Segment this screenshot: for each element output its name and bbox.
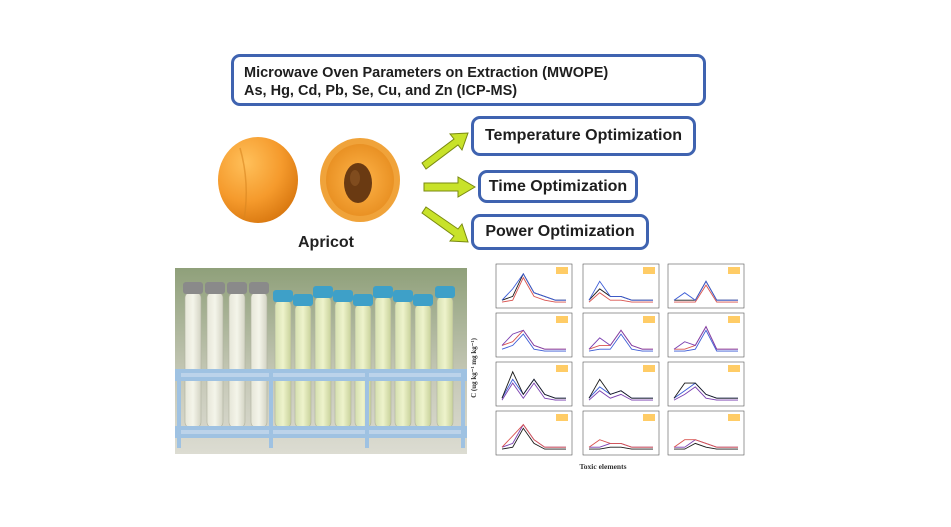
test-tube	[250, 291, 268, 429]
power-optimization-box: Power Optimization	[471, 214, 649, 250]
tube-cap	[435, 286, 455, 298]
test-tube	[414, 303, 432, 429]
arrow-to-time	[423, 176, 476, 198]
time-optimization-box: Time Optimization	[478, 170, 638, 203]
test-tubes-photo	[175, 268, 467, 454]
tube-cap	[249, 282, 269, 294]
y-axis-label: C (ug kg⁻¹ mg kg⁻¹)	[470, 337, 478, 397]
mini-plot	[495, 410, 573, 456]
chart-grid: C (ug kg⁻¹ mg kg⁻¹) Toxic elements	[468, 258, 758, 473]
test-tube	[436, 295, 454, 429]
arrow-to-power	[421, 206, 469, 243]
tube-cap	[205, 282, 225, 294]
tube-cap	[313, 286, 333, 298]
tube-rack	[175, 369, 467, 448]
halved-apricot	[320, 138, 400, 222]
x-axis-label: Toxic elements	[579, 462, 626, 471]
test-tube	[274, 299, 292, 429]
test-tube	[394, 299, 412, 429]
mini-plot	[582, 410, 660, 456]
apricot-label: Apricot	[298, 234, 354, 251]
title-line-1: Microwave Oven Parameters on Extraction …	[244, 65, 609, 81]
test-tube	[374, 295, 392, 429]
tube-cap	[227, 282, 247, 294]
mini-plot	[495, 263, 573, 309]
apricot-illustration	[218, 137, 400, 223]
tube-cap	[353, 294, 373, 306]
test-tube	[184, 291, 202, 429]
mini-plot	[667, 361, 745, 407]
tube-cap	[183, 282, 203, 294]
mini-plot	[667, 410, 745, 456]
mini-plot	[495, 312, 573, 358]
tube-cap	[393, 290, 413, 302]
title-line-2: As, Hg, Cd, Pb, Se, Cu, and Zn (ICP-MS)	[244, 83, 518, 99]
mini-plot	[582, 263, 660, 309]
mini-plot	[667, 263, 745, 309]
test-tube	[334, 299, 352, 429]
temperature-optimization-box: Temperature Optimization	[471, 116, 696, 156]
mini-plot	[582, 312, 660, 358]
test-tube	[294, 303, 312, 429]
arrow-to-temperature	[421, 132, 469, 170]
tube-cap	[373, 286, 393, 298]
tube-cap	[293, 294, 313, 306]
tube-cap	[333, 290, 353, 302]
test-tube	[314, 295, 332, 429]
arrows-group	[421, 132, 476, 243]
tube-cap	[273, 290, 293, 302]
tube-cap	[413, 294, 433, 306]
test-tube	[228, 291, 246, 429]
whole-apricot	[218, 137, 298, 223]
mini-plot	[495, 361, 573, 407]
test-tube	[206, 291, 224, 429]
mini-plot	[582, 361, 660, 407]
mini-plot	[667, 312, 745, 358]
title-box: Microwave Oven Parameters on Extraction …	[231, 54, 706, 106]
